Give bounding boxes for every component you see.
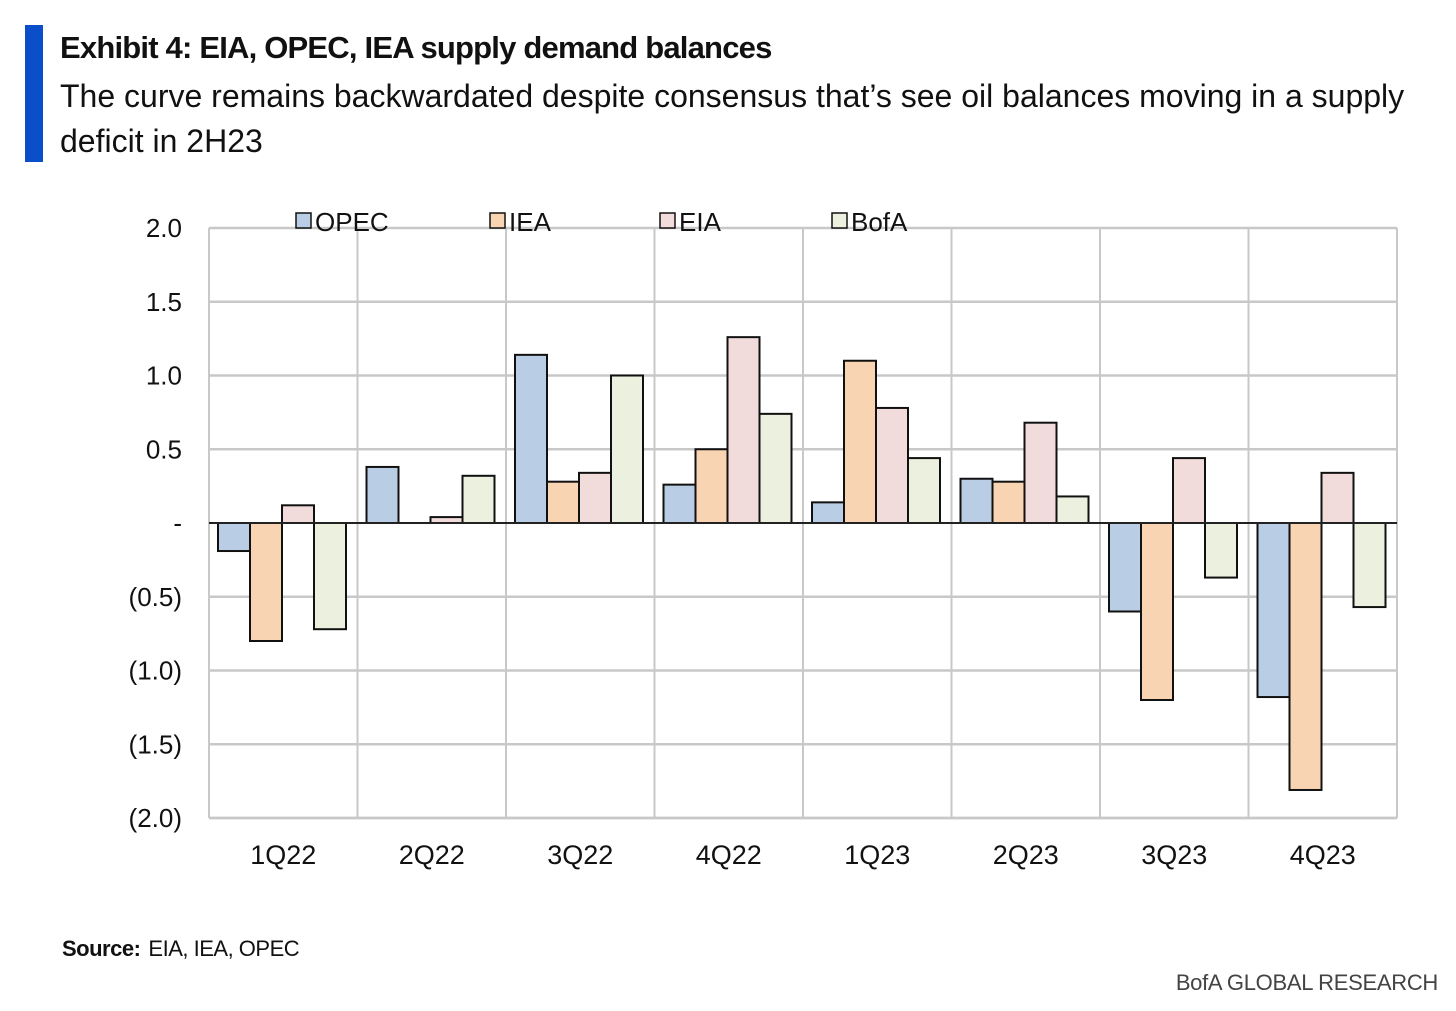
legend-label-iea: IEA <box>509 207 552 237</box>
source-label: Source: <box>62 936 141 961</box>
bar-eia-1q22 <box>281 504 315 524</box>
bar-bofa-2q22 <box>461 474 496 524</box>
x-tick-label: 2Q23 <box>993 840 1059 870</box>
legend-swatch-opec <box>295 212 312 229</box>
y-tick-label: 1.0 <box>146 361 182 391</box>
y-tick-label: (1.5) <box>129 729 182 759</box>
x-tick-label: 4Q23 <box>1290 840 1356 870</box>
y-tick-label: (1.0) <box>129 656 182 686</box>
bar-bofa-3q23 <box>1204 522 1238 579</box>
bar-iea-4q23 <box>1288 522 1323 791</box>
bar-bofa-3q22 <box>610 374 644 524</box>
bar-iea-2q23 <box>991 480 1026 525</box>
brand-label: BofA GLOBAL RESEARCH <box>1175 970 1438 995</box>
bar-eia-1q23 <box>875 406 909 525</box>
legend-label-opec: OPEC <box>315 207 389 237</box>
legend-label-bofa: BofA <box>851 207 908 237</box>
y-tick-label: (2.0) <box>129 803 182 833</box>
bar-iea-1q22 <box>249 522 283 642</box>
x-tick-label: 2Q22 <box>399 840 465 870</box>
bar-opec-1q23 <box>811 501 845 525</box>
bar-eia-4q22 <box>726 336 761 524</box>
legend: OPEC IEA EIA BofA <box>295 207 908 237</box>
bar-opec-2q23 <box>959 477 994 524</box>
bar-eia-4q23 <box>1320 471 1355 525</box>
chart-subtitle: The curve remains backwardated despite c… <box>60 78 1405 159</box>
bar-bofa-4q22 <box>758 412 793 525</box>
y-tick-label: (0.5) <box>129 582 182 612</box>
source-text: EIA, IEA, OPEC <box>148 936 300 961</box>
bar-iea-4q22 <box>694 448 729 524</box>
x-tick-label: 1Q23 <box>844 840 910 870</box>
x-tick-label: 3Q23 <box>1141 840 1207 870</box>
legend-swatch-iea <box>489 212 506 229</box>
bar-opec-3q22 <box>514 353 548 524</box>
bar-bofa-1q22 <box>313 522 347 631</box>
bar-iea-3q23 <box>1140 522 1174 701</box>
y-tick-label: 1.5 <box>146 287 182 317</box>
gridlines <box>208 226 1398 820</box>
bar-opec-2q22 <box>365 465 400 525</box>
chart-title: Exhibit 4: EIA, OPEC, IEA supply demand … <box>60 30 772 65</box>
legend-swatch-eia <box>659 212 676 229</box>
bar-bofa-2q23 <box>1055 495 1090 525</box>
y-tick-label: 0.5 <box>146 434 182 464</box>
bars <box>217 336 1387 791</box>
y-tick-label: 2.0 <box>146 213 182 243</box>
legend-swatch-bofa <box>831 212 848 229</box>
bar-opec-4q23 <box>1256 522 1291 699</box>
axes: 2.0 1.5 1.0 0.5 - (0.5) (1.0) (1.5) (2.0) 1Q22 2Q2… <box>129 213 1397 870</box>
bar-eia-2q23 <box>1023 421 1058 525</box>
bar-iea-1q23 <box>843 359 877 524</box>
bar-eia-3q23 <box>1172 457 1206 525</box>
legend-label-eia: EIA <box>679 207 722 237</box>
bar-bofa-4q23 <box>1352 522 1387 609</box>
bar-chart: 2.0 1.5 1.0 0.5 - (0.5) (1.0) (1.5) (2.0) 1Q22 2Q2… <box>129 207 1398 870</box>
bar-bofa-1q23 <box>907 457 941 525</box>
y-tick-label: - <box>173 508 182 538</box>
bar-opec-4q22 <box>662 483 697 524</box>
x-tick-label: 1Q22 <box>250 840 316 870</box>
x-tick-label: 3Q22 <box>547 840 613 870</box>
accent-bar <box>25 25 43 162</box>
bar-opec-3q23 <box>1108 522 1142 613</box>
bar-iea-3q22 <box>546 480 580 525</box>
x-tick-label: 4Q22 <box>696 840 762 870</box>
bar-eia-3q22 <box>578 471 612 525</box>
bar-opec-1q22 <box>217 522 251 553</box>
source-note: Source: EIA, IEA, OPEC <box>62 936 300 962</box>
